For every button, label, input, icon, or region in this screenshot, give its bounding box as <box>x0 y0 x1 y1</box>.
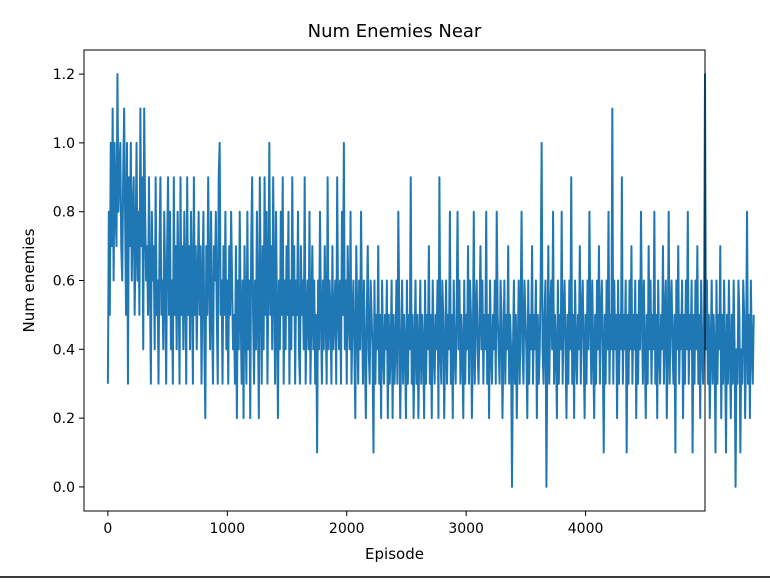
y-tick-label: 1.0 <box>53 136 75 152</box>
y-tick-label: 0.4 <box>53 342 75 358</box>
plot-area-frame <box>83 49 706 512</box>
x-tick-label: 0 <box>103 521 112 537</box>
x-tick-label: 3000 <box>448 521 484 537</box>
bottom-divider <box>0 576 770 578</box>
series-group <box>106 73 755 488</box>
y-axis-label: Num enemies <box>20 228 38 332</box>
y-tick-label: 0.6 <box>53 274 75 290</box>
y-axis: 0.0 0.2 0.4 0.6 0.8 1.0 1.2 <box>53 67 84 496</box>
x-tick-label: 2000 <box>329 521 365 537</box>
x-tick-label: 4000 <box>568 521 604 537</box>
y-tick-label: 0.0 <box>53 480 75 496</box>
chart-title: Num Enemies Near <box>308 21 482 42</box>
x-axis: 0 1000 2000 3000 4000 <box>103 511 603 537</box>
x-axis-label: Episode <box>365 545 424 563</box>
series-line <box>106 73 755 488</box>
y-tick-label: 1.2 <box>53 67 75 83</box>
x-tick-label: 1000 <box>209 521 245 537</box>
y-tick-label: 0.2 <box>53 411 75 427</box>
y-tick-label: 0.8 <box>53 205 75 221</box>
